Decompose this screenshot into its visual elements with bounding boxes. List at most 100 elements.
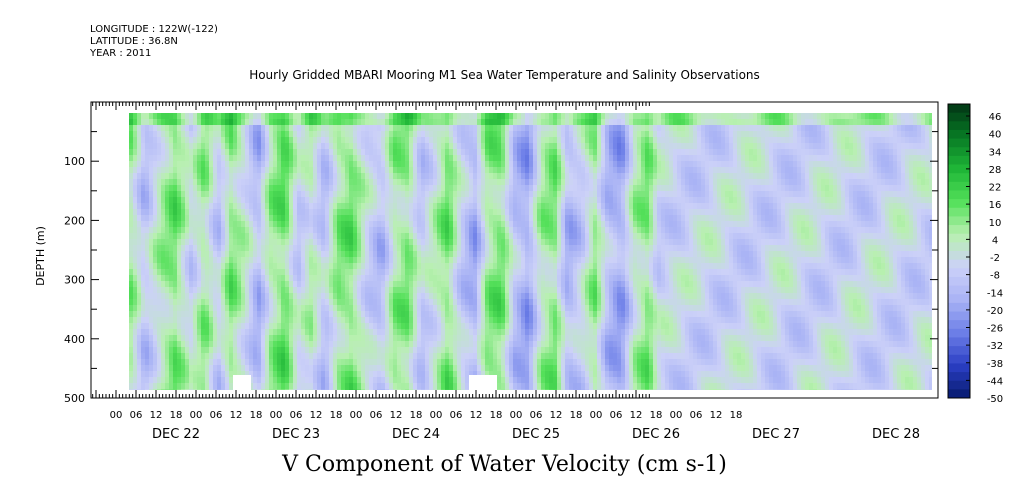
heat-cell: [173, 323, 178, 330]
heat-cell: [165, 353, 170, 360]
heat-cell: [429, 197, 434, 204]
heat-cell: [525, 353, 530, 360]
heat-cell: [129, 341, 134, 348]
heat-cell: [153, 143, 158, 150]
heat-cell: [449, 149, 454, 156]
heat-cell: [329, 269, 334, 276]
heat-cell: [333, 299, 338, 306]
heat-cell: [273, 281, 278, 288]
heat-cell: [197, 227, 202, 234]
heat-cell: [257, 263, 262, 270]
heat-cell: [301, 377, 306, 384]
heat-cell: [493, 215, 498, 222]
heat-cell: [361, 383, 366, 390]
heat-cell: [145, 137, 150, 144]
heat-cell: [533, 269, 538, 276]
heat-cell: [513, 221, 518, 228]
heat-cell: [289, 347, 294, 354]
heat-cell: [289, 119, 294, 126]
heat-cell: [473, 227, 478, 234]
heat-cell: [397, 167, 402, 174]
heat-cell: [245, 371, 250, 378]
heat-cell: [213, 197, 218, 204]
heat-cell: [293, 263, 298, 270]
heat-cell: [281, 383, 286, 390]
heat-cell: [217, 161, 222, 168]
heat-cell: [325, 173, 330, 180]
heat-cell: [157, 137, 162, 144]
heat-cell: [517, 239, 522, 246]
heat-cell: [293, 203, 298, 210]
heat-cell: [181, 335, 186, 342]
heat-cell: [409, 317, 414, 324]
heat-cell: [421, 281, 426, 288]
heat-cell: [177, 149, 182, 156]
heat-cell: [421, 335, 426, 342]
heat-cell: [257, 299, 262, 306]
heat-cell: [173, 317, 178, 324]
heat-cell: [265, 305, 270, 312]
heat-cell: [365, 329, 370, 336]
heat-cell: [225, 293, 230, 300]
heat-cell: [317, 233, 322, 240]
heat-cell: [461, 149, 466, 156]
heat-cell: [473, 161, 478, 168]
heat-cell: [241, 359, 246, 366]
heat-cell: [185, 311, 190, 318]
heat-cell: [301, 137, 306, 144]
heat-cell: [461, 293, 466, 300]
heat-cell: [349, 197, 354, 204]
heat-cell: [377, 239, 382, 246]
heat-cell: [545, 197, 550, 204]
heat-cell: [241, 215, 246, 222]
heat-cell: [465, 347, 470, 354]
heat-cell: [497, 227, 502, 234]
heat-cell: [501, 143, 506, 150]
heat-cell: [257, 161, 262, 168]
heat-cell: [449, 365, 454, 372]
heat-cell: [545, 239, 550, 246]
heat-cell: [405, 341, 410, 348]
heat-cell: [425, 185, 430, 192]
heat-cell: [301, 359, 306, 366]
heat-cell: [357, 239, 362, 246]
heat-cell: [309, 209, 314, 216]
heat-cell: [553, 131, 558, 138]
heat-cell: [497, 245, 502, 252]
heat-cell: [297, 311, 302, 318]
heat-cell: [417, 371, 422, 378]
heat-cell: [393, 209, 398, 216]
heat-cell: [353, 329, 358, 336]
heat-cell: [413, 299, 418, 306]
heat-cell: [165, 383, 170, 390]
heat-cell: [465, 293, 470, 300]
heat-cell: [433, 341, 438, 348]
heat-cell: [209, 251, 214, 258]
heat-cell: [321, 287, 326, 294]
heat-cell: [153, 353, 158, 360]
heat-cell: [293, 293, 298, 300]
heat-cell: [361, 221, 366, 228]
heat-cell: [197, 233, 202, 240]
heat-cell: [329, 161, 334, 168]
heat-cell: [481, 269, 486, 276]
heat-cell: [513, 239, 518, 246]
heat-cell: [545, 209, 550, 216]
heat-cell: [141, 191, 146, 198]
heat-cell: [337, 179, 342, 186]
heat-cell: [401, 341, 406, 348]
heat-cell: [249, 245, 254, 252]
heat-cell: [209, 269, 214, 276]
heat-cell: [313, 341, 318, 348]
heat-cell: [141, 347, 146, 354]
heat-cell: [297, 203, 302, 210]
heat-cell: [297, 209, 302, 216]
heat-cell: [321, 353, 326, 360]
heat-cell: [385, 257, 390, 264]
heat-cell: [365, 257, 370, 264]
heat-cell: [505, 329, 510, 336]
heat-cell: [465, 113, 470, 120]
heat-cell: [237, 341, 242, 348]
heat-cell: [489, 371, 494, 378]
heat-cell: [501, 287, 506, 294]
